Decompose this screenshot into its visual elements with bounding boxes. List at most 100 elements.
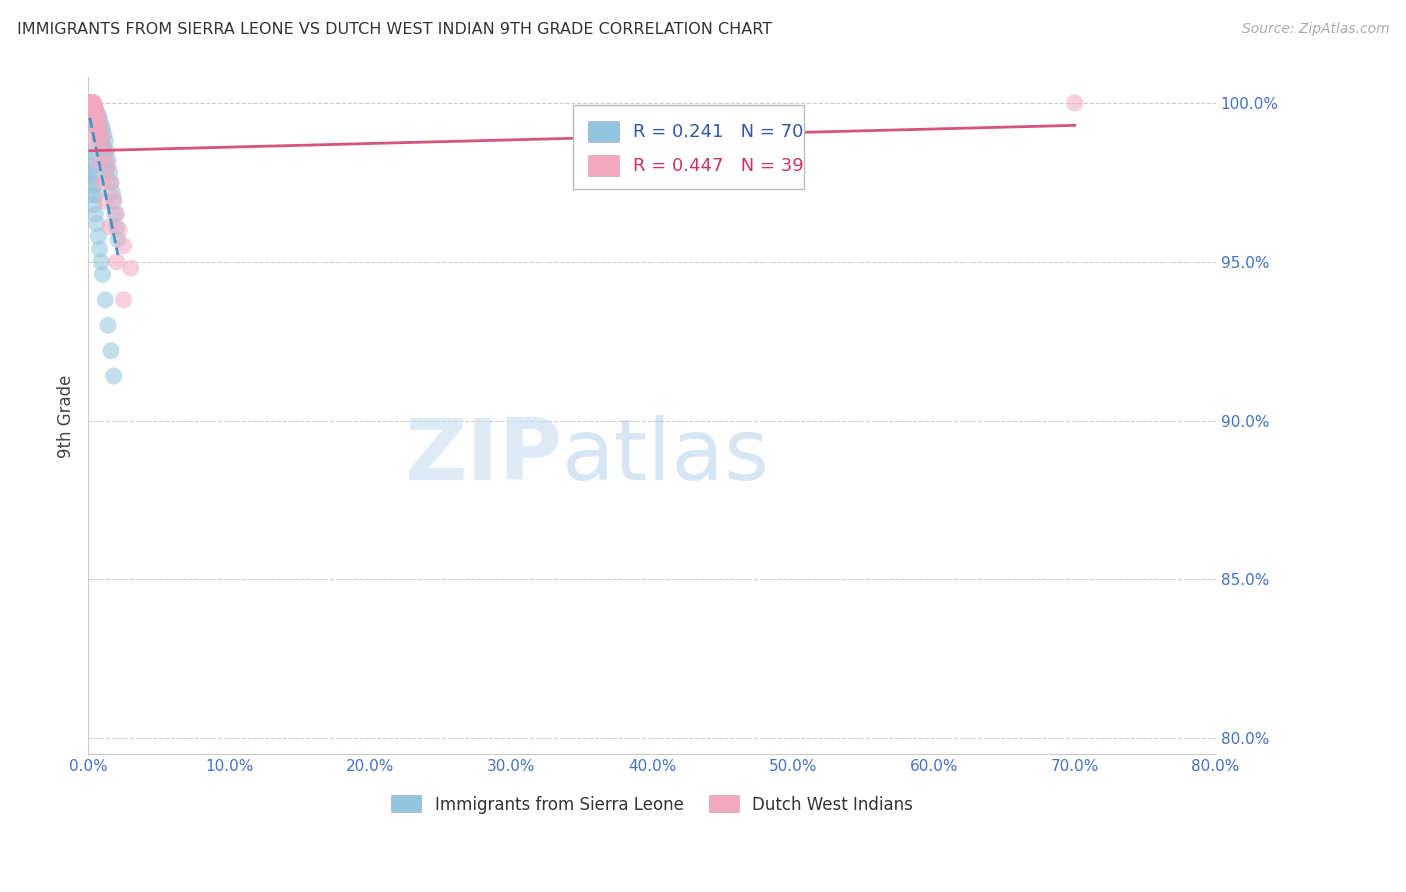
Point	[90, 118, 112, 132]
Point	[105, 207, 128, 221]
Point	[82, 169, 104, 183]
Point	[112, 293, 135, 307]
Point	[89, 121, 111, 136]
Point	[89, 124, 111, 138]
Point	[98, 219, 121, 234]
Point	[82, 188, 104, 202]
Point	[87, 118, 110, 132]
Point	[108, 223, 131, 237]
Point	[80, 102, 103, 116]
Point	[86, 137, 108, 152]
Point	[86, 112, 108, 126]
Point	[82, 99, 104, 113]
Point	[83, 95, 105, 110]
Point	[79, 95, 101, 110]
Point	[84, 188, 107, 202]
Point	[103, 194, 125, 209]
Point	[80, 95, 103, 110]
Point	[100, 175, 122, 189]
Point	[107, 232, 129, 246]
Point	[79, 99, 101, 113]
Point	[112, 239, 135, 253]
Point	[80, 99, 103, 113]
Point	[82, 109, 104, 123]
Point	[79, 95, 101, 110]
Point	[87, 109, 110, 123]
Point	[80, 160, 103, 174]
Point	[83, 118, 105, 132]
Point	[94, 134, 117, 148]
Point	[83, 105, 105, 120]
Y-axis label: 9th Grade: 9th Grade	[58, 374, 75, 458]
Point	[80, 175, 103, 189]
Bar	[588, 121, 619, 142]
Point	[79, 95, 101, 110]
Point	[83, 112, 105, 126]
Point	[93, 128, 115, 142]
Point	[80, 95, 103, 110]
Point	[79, 166, 101, 180]
Point	[96, 144, 118, 158]
Point	[86, 112, 108, 126]
Point	[94, 153, 117, 167]
Point	[83, 178, 105, 193]
Point	[80, 95, 103, 110]
Point	[97, 318, 120, 333]
Point	[94, 146, 117, 161]
Point	[84, 207, 107, 221]
Point	[98, 166, 121, 180]
Point	[84, 128, 107, 142]
Point	[84, 112, 107, 126]
Point	[101, 185, 124, 199]
Point	[82, 95, 104, 110]
Point	[94, 194, 117, 209]
Point	[96, 162, 118, 177]
Point	[86, 217, 108, 231]
Point	[86, 105, 108, 120]
Point	[94, 293, 117, 307]
Point	[89, 242, 111, 256]
Point	[82, 102, 104, 116]
Point	[104, 207, 127, 221]
FancyBboxPatch shape	[574, 104, 804, 189]
Text: R = 0.241   N = 70: R = 0.241 N = 70	[633, 123, 803, 141]
Point	[91, 268, 114, 282]
Point	[103, 369, 125, 384]
Point	[87, 128, 110, 142]
Point	[83, 197, 105, 211]
Point	[91, 175, 114, 189]
Point	[90, 130, 112, 145]
Bar	[588, 155, 619, 176]
Point	[84, 102, 107, 116]
Point	[83, 99, 105, 113]
Point	[80, 109, 103, 123]
Point	[80, 95, 103, 110]
Point	[82, 95, 104, 110]
Text: IMMIGRANTS FROM SIERRA LEONE VS DUTCH WEST INDIAN 9TH GRADE CORRELATION CHART: IMMIGRANTS FROM SIERRA LEONE VS DUTCH WE…	[17, 22, 772, 37]
Point	[80, 105, 103, 120]
Point	[105, 219, 128, 234]
Point	[84, 102, 107, 116]
Point	[82, 95, 104, 110]
Point	[82, 99, 104, 113]
Point	[89, 112, 111, 126]
Point	[84, 105, 107, 120]
Point	[97, 153, 120, 167]
Point	[100, 175, 122, 189]
Point	[97, 160, 120, 174]
Point	[79, 144, 101, 158]
Text: atlas: atlas	[562, 415, 770, 498]
Point	[82, 109, 104, 123]
Legend: Immigrants from Sierra Leone, Dutch West Indians: Immigrants from Sierra Leone, Dutch West…	[391, 796, 912, 814]
Point	[93, 144, 115, 158]
Point	[84, 118, 107, 132]
Point	[86, 105, 108, 120]
Point	[83, 102, 105, 116]
Point	[90, 128, 112, 142]
Text: ZIP: ZIP	[404, 415, 562, 498]
Point	[87, 229, 110, 244]
Point	[1063, 95, 1085, 110]
Point	[91, 134, 114, 148]
Point	[80, 102, 103, 116]
Point	[87, 115, 110, 129]
